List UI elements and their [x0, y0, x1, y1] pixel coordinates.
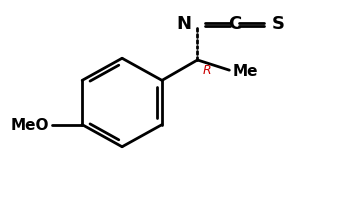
Text: Me: Me — [232, 63, 258, 78]
Text: S: S — [272, 14, 285, 32]
Text: R: R — [203, 63, 212, 76]
Text: N: N — [176, 14, 191, 32]
Text: C: C — [228, 14, 241, 32]
Text: MeO: MeO — [11, 118, 49, 132]
